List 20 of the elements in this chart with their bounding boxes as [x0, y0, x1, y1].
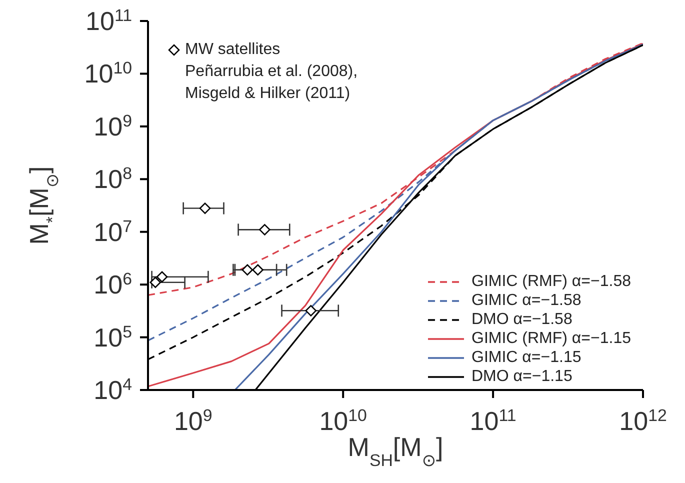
y-tick-label: 10$^{11}$ — [86, 6, 132, 36]
legend-label: MW satellites — [185, 40, 280, 60]
legend-label: GIMIC α=−1.15 — [472, 348, 582, 367]
legend-label: DMO α=−1.58 — [472, 310, 572, 329]
y-tick-label: 10$^{8}$ — [94, 164, 132, 194]
legend-label: GIMIC (RMF) α=−1.15 — [472, 329, 631, 348]
legend-label: GIMIC α=−1.58 — [472, 291, 582, 310]
y-tick-label: 10$^{4}$ — [94, 374, 132, 405]
legend-label: GIMIC (RMF) α=−1.58 — [472, 272, 631, 291]
x-tick-label: 10$^{9}$ — [174, 406, 212, 436]
y-tick-label: 10$^{9}$ — [94, 110, 132, 142]
y-tick-label: 10$^{6}$ — [94, 269, 132, 300]
annotation: Peñarrubia et al. (2008), — [184, 62, 358, 82]
y-tick-label: 10$^{7}$ — [94, 216, 132, 247]
legend-label: DMO α=−1.15 — [472, 367, 572, 386]
annotation: Misgeld & Hilker (2011) — [184, 84, 352, 104]
x-tick-label: 10$^{12}$ — [619, 406, 667, 436]
y-tick-label: 10$^{10}$ — [84, 58, 132, 89]
y-tick-label: 10$^{5}$ — [94, 322, 132, 352]
x-tick-label: 10$^{11}$ — [470, 406, 516, 436]
